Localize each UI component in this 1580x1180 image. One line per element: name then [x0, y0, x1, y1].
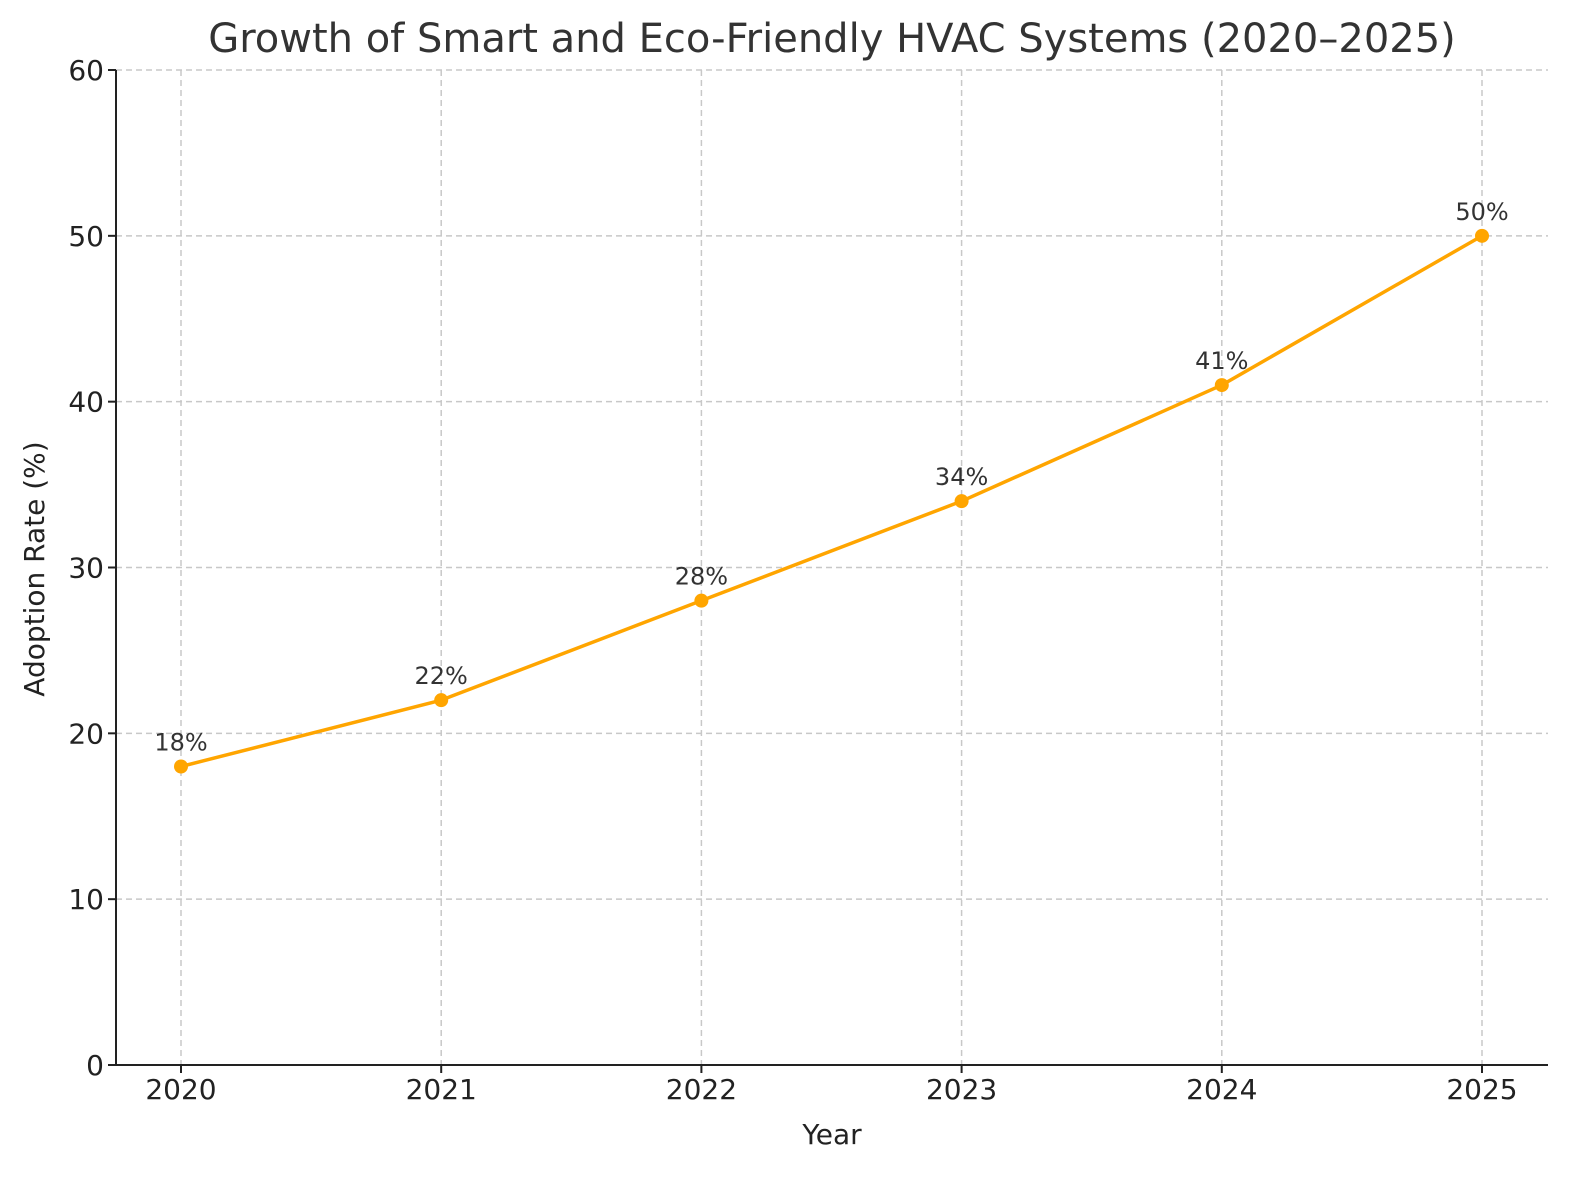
x-axis-label: Year	[801, 1118, 862, 1151]
data-labels-layer: 18% 22% 28% 34% 41% 50%	[154, 198, 1508, 757]
chart-title: Growth of Smart and Eco-Friendly HVAC Sy…	[208, 16, 1456, 62]
y-axis-label: Adoption Rate (%)	[18, 441, 51, 696]
data-label: 41%	[1195, 347, 1248, 375]
y-tick-label: 0	[86, 1049, 104, 1082]
data-point	[1214, 378, 1229, 393]
x-tick-label: 2025	[1446, 1073, 1517, 1106]
x-tick-label: 2022	[666, 1073, 737, 1106]
x-tick-label: 2020	[145, 1073, 216, 1106]
x-tick-label: 2024	[1186, 1073, 1257, 1106]
data-point	[174, 759, 188, 774]
y-tick-label: 60	[68, 54, 104, 87]
y-tick-label: 50	[68, 220, 104, 253]
data-label: 50%	[1455, 198, 1508, 226]
series-layer	[174, 228, 1489, 774]
x-tick-label: 2021	[406, 1073, 477, 1106]
x-tick-label: 2023	[926, 1073, 997, 1106]
data-label: 18%	[154, 729, 207, 757]
data-point	[434, 693, 449, 708]
data-label: 22%	[415, 662, 468, 690]
y-tick-label: 10	[68, 883, 104, 916]
ticks-layer: 0 10 20 30 40 50 60 2020 2021 2022 2023 2024 2025	[68, 54, 1517, 1106]
data-label: 28%	[675, 563, 728, 591]
data-label: 34%	[935, 463, 988, 491]
y-tick-label: 30	[68, 552, 104, 585]
grid-layer	[116, 69, 1548, 1066]
data-point	[1475, 228, 1489, 243]
y-tick-label: 20	[68, 717, 104, 750]
series-line	[179, 234, 1484, 769]
y-tick-label: 40	[68, 386, 104, 419]
data-point	[954, 494, 969, 509]
data-point	[694, 593, 709, 608]
